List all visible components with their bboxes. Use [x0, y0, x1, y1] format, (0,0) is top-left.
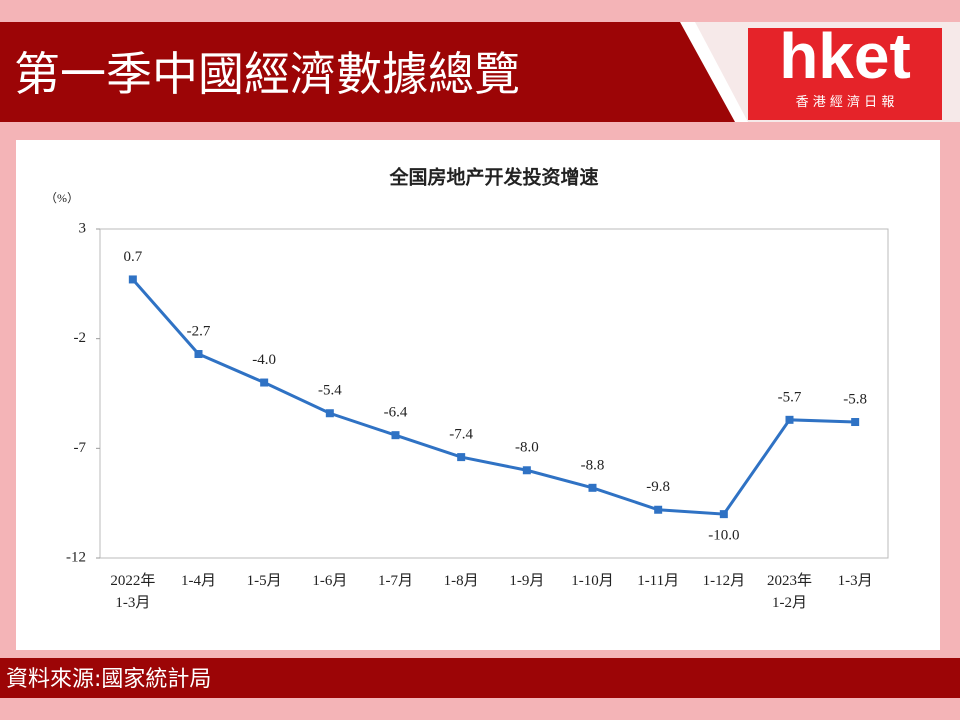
marker [654, 505, 663, 514]
data-label: -9.8 [646, 479, 670, 495]
x-tick-label: 1-8月 [444, 573, 479, 589]
x-tick-label: 2023年 1-2月 [767, 572, 812, 611]
chart: 全国房地产开发投资增速 （%） 3 -2 -7 -12 2022年 1-3月 1-4月 1-5… [45, 166, 889, 611]
x-tick-label: 1-7月 [378, 573, 413, 589]
chart-panel [16, 140, 940, 650]
slide-title: 第一季中國經濟數據總覽 [14, 47, 520, 101]
x-tick-label: 1-12月 [703, 573, 746, 589]
x-tick-label: 1-10月 [571, 573, 614, 589]
logo-box [748, 28, 942, 120]
marker [785, 415, 794, 424]
marker [719, 510, 728, 519]
footer-band [0, 658, 960, 698]
marker [522, 466, 531, 475]
marker [260, 378, 269, 387]
x-tick-label: 2022年 1-3月 [110, 572, 155, 611]
x-tick-label: 1-11月 [637, 573, 679, 589]
y-tick-label: 3 [79, 220, 87, 236]
data-label: -5.8 [843, 391, 867, 407]
marker [457, 453, 466, 462]
x-tick-label: 1-3月 [838, 573, 873, 589]
y-unit: （%） [45, 191, 79, 205]
data-label: -5.4 [318, 383, 342, 399]
x-tick-label: 1-9月 [509, 573, 544, 589]
chart-title: 全国房地产开发投资增速 [388, 166, 598, 189]
data-label: -5.7 [778, 389, 802, 405]
marker [194, 350, 203, 359]
marker [391, 431, 400, 440]
plot-frame [99, 228, 889, 559]
data-label: -8.0 [515, 440, 539, 456]
logo-subtitle: 香 港 經 濟 日 報 [796, 94, 895, 110]
y-tick-label: -12 [66, 549, 86, 565]
marker [128, 275, 137, 284]
data-label: -7.4 [449, 427, 473, 443]
x-tick-label: 1-6月 [312, 573, 347, 589]
data-label: -6.4 [384, 405, 408, 421]
data-label: -2.7 [187, 323, 211, 339]
x-tick-label: 1-5月 [247, 573, 282, 589]
logo: hket [779, 20, 911, 92]
marker [588, 483, 597, 492]
source: 資料來源:國家統計局 [6, 667, 211, 692]
data-line [131, 278, 856, 516]
y-tick-label: -7 [74, 440, 87, 456]
y-tick-label: -2 [74, 330, 87, 346]
data-label: -8.8 [581, 457, 605, 473]
marker [325, 409, 334, 418]
data-label: 0.7 [123, 249, 142, 265]
x-tick-label: 1-4月 [181, 573, 216, 589]
marker [851, 418, 860, 427]
data-label: -10.0 [708, 528, 739, 544]
data-label: -4.0 [252, 352, 276, 368]
